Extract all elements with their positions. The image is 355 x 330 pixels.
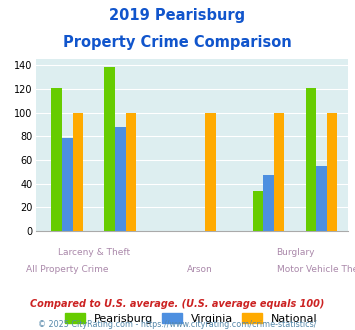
Bar bbox=[72, 113, 83, 231]
Bar bbox=[263, 175, 274, 231]
Text: © 2025 CityRating.com - https://www.cityrating.com/crime-statistics/: © 2025 CityRating.com - https://www.city… bbox=[38, 320, 317, 329]
Bar bbox=[115, 127, 126, 231]
Bar bbox=[126, 113, 136, 231]
Text: All Property Crime: All Property Crime bbox=[26, 265, 109, 274]
Text: Arson: Arson bbox=[187, 265, 213, 274]
Bar bbox=[327, 113, 337, 231]
Legend: Pearisburg, Virginia, National: Pearisburg, Virginia, National bbox=[61, 309, 322, 328]
Text: Burglary: Burglary bbox=[276, 248, 314, 257]
Bar bbox=[306, 88, 316, 231]
Text: Property Crime Comparison: Property Crime Comparison bbox=[63, 35, 292, 50]
Bar bbox=[62, 138, 72, 231]
Bar bbox=[51, 88, 62, 231]
Bar bbox=[205, 113, 215, 231]
Bar bbox=[104, 67, 115, 231]
Text: Larceny & Theft: Larceny & Theft bbox=[58, 248, 130, 257]
Bar bbox=[274, 113, 284, 231]
Text: 2019 Pearisburg: 2019 Pearisburg bbox=[109, 8, 246, 23]
Bar bbox=[316, 166, 327, 231]
Text: Motor Vehicle Theft: Motor Vehicle Theft bbox=[277, 265, 355, 274]
Bar bbox=[253, 191, 263, 231]
Text: Compared to U.S. average. (U.S. average equals 100): Compared to U.S. average. (U.S. average … bbox=[30, 299, 325, 309]
